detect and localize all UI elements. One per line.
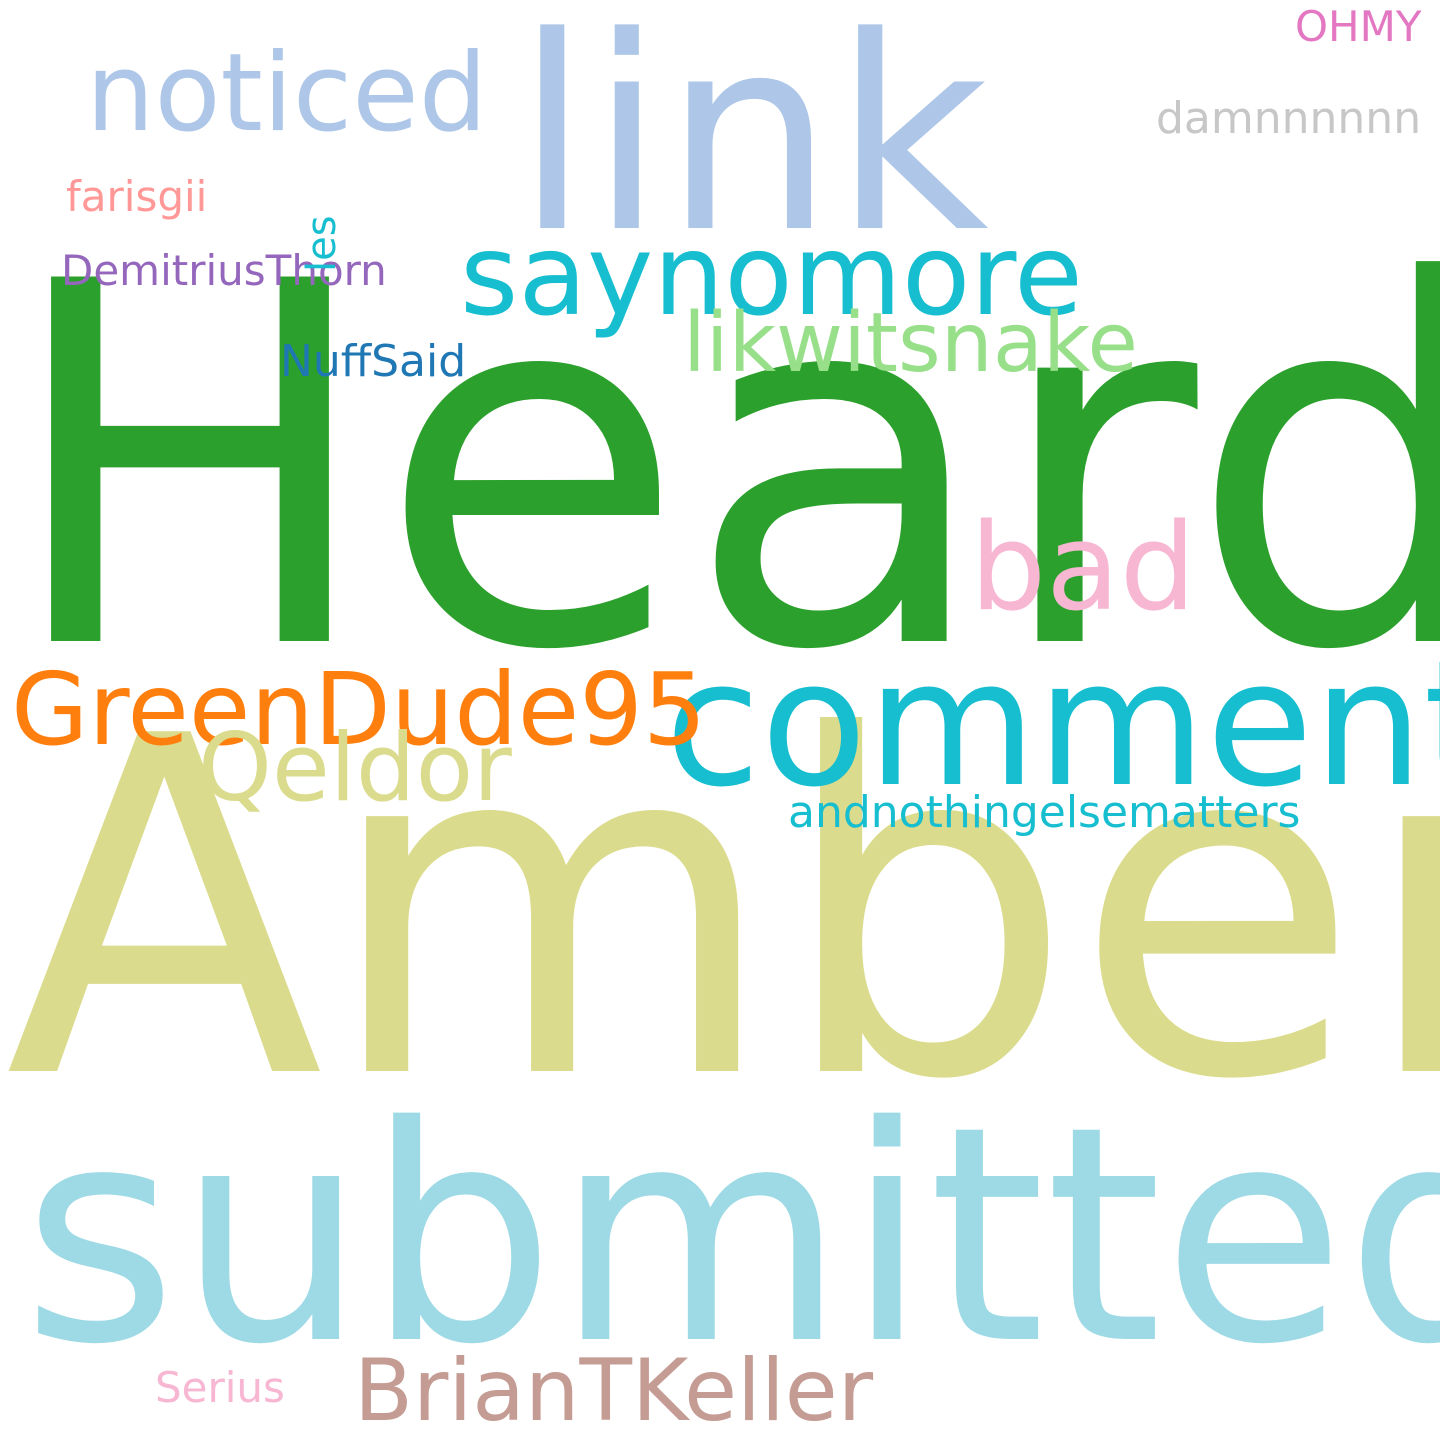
word-comment: comment bbox=[665, 623, 1440, 826]
word-bad: bad bbox=[970, 499, 1196, 638]
word-qeldor: Qeldor bbox=[198, 714, 512, 823]
word-briantkeller: BrianTKeller bbox=[354, 1341, 874, 1440]
word-andnothingelsematters: andnothingelsematters bbox=[788, 787, 1301, 838]
word-nuffsaid: NuffSaid bbox=[280, 336, 467, 387]
word-noticed: noticed bbox=[86, 31, 488, 156]
word-heard: Heard bbox=[2, 177, 1440, 759]
word-link: link bbox=[515, 0, 989, 292]
word-amber: Amber bbox=[5, 638, 1440, 1181]
word-serius: Serius bbox=[155, 1363, 285, 1412]
word-farisgii: farisgii bbox=[66, 172, 208, 221]
word-submitted: submitted bbox=[22, 1063, 1440, 1410]
word-demitriusthorn: DemitriusThorn bbox=[61, 246, 387, 295]
word-ohmy: OHMY bbox=[1295, 2, 1422, 51]
word-saynomore: saynomore bbox=[460, 211, 1083, 341]
word-likwitsnake: likwitsnake bbox=[683, 296, 1139, 391]
word-les: les bbox=[299, 215, 345, 272]
word-damnnnnnn: damnnnnnn bbox=[1156, 93, 1422, 144]
word-greendude95: GreenDude95 bbox=[11, 651, 707, 768]
